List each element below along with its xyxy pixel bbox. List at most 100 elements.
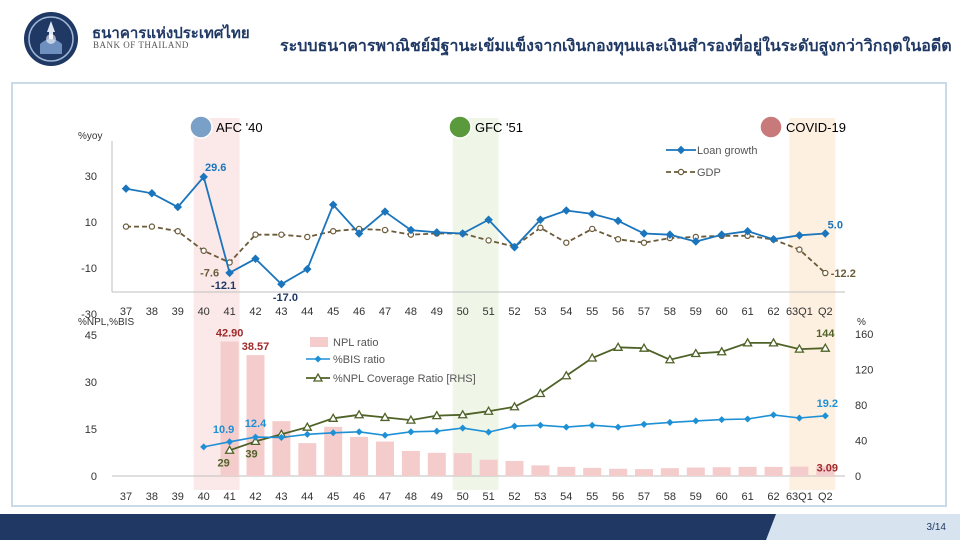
top-x-tick-label: 48: [405, 306, 417, 318]
bottom-data-label: 12.4: [245, 418, 267, 430]
legend-coverage-label: %NPL Coverage Ratio [RHS]: [333, 373, 476, 385]
bis-point: [718, 416, 726, 424]
gdp-point: [200, 247, 207, 254]
top-data-label: -7.6: [200, 267, 219, 279]
npl-bar: [220, 341, 239, 476]
loan-growth-point: [587, 209, 597, 219]
npl-bar: [790, 466, 809, 476]
top-y-tick-label: -10: [81, 263, 97, 275]
legend-bis-marker: [314, 355, 322, 363]
loan-growth-point: [639, 229, 649, 238]
bottom-y-axis-label: %NPL,%BIS: [78, 317, 134, 328]
npl-bar: [609, 468, 628, 476]
coverage-point: [328, 413, 339, 422]
top-x-tick-label: 45: [327, 306, 339, 318]
legend-npl-swatch: [310, 337, 328, 347]
top-y-tick-label: 10: [85, 217, 97, 229]
loan-growth-point: [173, 202, 183, 212]
bottom-y-tick-label: 15: [85, 424, 97, 436]
npl-bar: [298, 443, 317, 476]
gdp-line: [126, 225, 826, 274]
coverage-point: [820, 342, 831, 352]
top-x-tick-label: 43: [275, 306, 287, 318]
coverage-line: [229, 342, 826, 452]
loan-growth-point: [121, 184, 131, 193]
bottom-x-tick-label: 53: [534, 491, 546, 503]
loan-growth-point: [691, 237, 701, 246]
bis-point: [226, 438, 234, 446]
org-name-thai: ธนาคารแห่งประเทศไทย: [92, 26, 250, 42]
bis-point: [277, 433, 285, 441]
gdp-point: [330, 227, 337, 235]
bottom-x-tick-label: 58: [664, 491, 676, 503]
top-x-tick-label: 62: [767, 306, 779, 318]
top-x-tick-label: 46: [353, 306, 365, 318]
gdp-point: [278, 231, 285, 238]
bis-point: [329, 429, 337, 437]
gdp-point: [563, 239, 570, 246]
top-x-tick-label: 63Q1: [786, 306, 813, 318]
crisis-shade-band-1: [452, 118, 499, 490]
top-x-tick-label: 58: [664, 306, 676, 318]
bottom-y-tick-label: 0: [91, 471, 97, 483]
bottom-x-tick-label: 60: [716, 491, 728, 503]
top-x-tick-label: 53: [534, 306, 546, 318]
coverage-point: [716, 346, 727, 356]
top-y-tick-label: -30: [81, 309, 97, 321]
bottom-x-tick-label: 38: [146, 491, 158, 503]
bottom-x-tick-label: 37: [120, 491, 132, 503]
bottom-y-tick-label: 45: [85, 330, 97, 342]
gdp-point: [796, 246, 803, 253]
coverage-point: [535, 388, 546, 398]
bis-point: [562, 423, 570, 431]
bottom-x-tick-label: 55: [586, 491, 598, 503]
bis-point: [381, 431, 389, 439]
org-name-english: BANK OF THAILAND: [93, 40, 189, 50]
npl-bar: [376, 441, 394, 476]
slide-title: ระบบธนาคารพาณิชย์มีฐานะเข้มแข็งจากเงินกอ…: [280, 38, 952, 55]
bis-point: [640, 420, 648, 428]
gdp-point: [614, 236, 622, 243]
loan-growth-point: [717, 230, 726, 239]
bottom-data-label: 10.9: [213, 424, 234, 436]
bis-point: [355, 428, 363, 436]
bottom-y2-tick-label: 80: [855, 400, 867, 412]
bottom-x-tick-label: 62: [767, 491, 779, 503]
loan-growth-line: [125, 175, 826, 286]
loan-growth-point: [769, 235, 778, 244]
top-x-tick-label: 47: [379, 306, 391, 318]
bottom-y2-tick-label: 40: [855, 436, 867, 448]
bottom-x-tick-label: 52: [508, 491, 520, 503]
coverage-point: [742, 337, 753, 347]
coverage-point: [302, 421, 313, 431]
npl-bar: [660, 468, 679, 476]
gdp-point: [174, 227, 181, 235]
top-x-tick-label: 37: [120, 306, 132, 318]
gdp-point: [822, 269, 829, 277]
footer-accent: [766, 514, 960, 540]
coverage-point: [250, 436, 261, 446]
npl-bar: [583, 467, 602, 476]
bis-point: [795, 414, 803, 422]
bottom-x-tick-label: 40: [198, 491, 210, 503]
npl-bar: [350, 436, 369, 476]
npl-bar: [427, 452, 446, 476]
bis-point: [536, 421, 544, 429]
npl-bar: [531, 465, 550, 476]
loan-growth-point: [277, 279, 286, 289]
coverage-point: [587, 352, 598, 362]
gdp-point: [537, 224, 544, 231]
gdp-point: [485, 237, 492, 244]
npl-bar: [401, 450, 420, 476]
bottom-x-tick-label: 39: [172, 491, 184, 503]
bis-point: [251, 433, 260, 441]
top-x-tick-label: 59: [690, 306, 702, 318]
bis-point: [433, 427, 441, 435]
top-x-tick-label: 39: [172, 306, 184, 318]
coverage-point: [431, 410, 442, 420]
bottom-x-tick-label: 50: [457, 491, 469, 503]
top-x-tick-label: 40: [198, 306, 210, 318]
bis-point: [407, 428, 415, 436]
legend-bis-label: %BIS ratio: [333, 354, 385, 366]
